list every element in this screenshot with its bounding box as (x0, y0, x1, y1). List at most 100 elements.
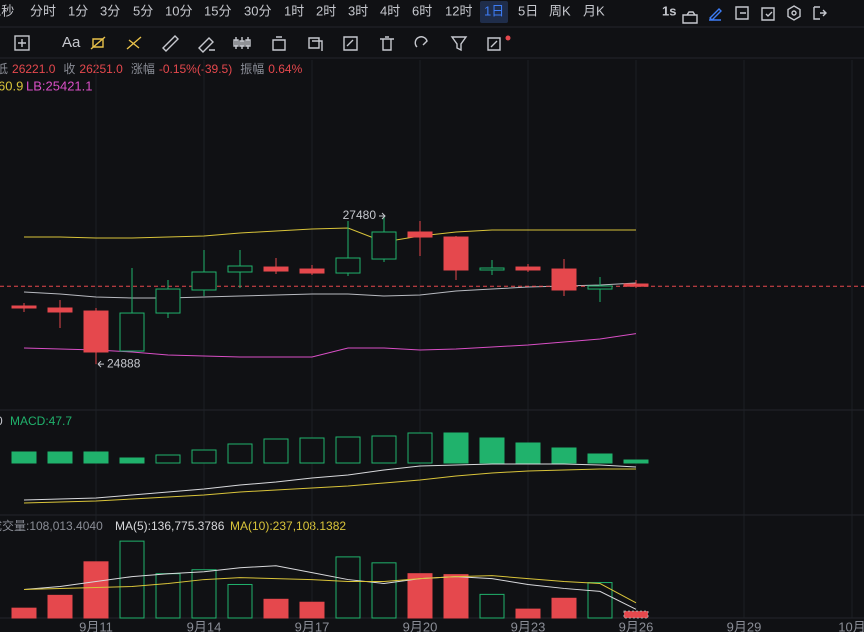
tool-ruler[interactable] (162, 35, 179, 52)
candle-body (191, 271, 217, 291)
timeframe-tab[interactable]: 1时 (284, 3, 304, 18)
info-label: 涨幅 (131, 61, 155, 76)
max-annotation: 27480 (343, 208, 377, 222)
info-label: 收 (63, 62, 75, 76)
tool-filter[interactable] (450, 36, 468, 52)
timeframe-tab[interactable]: 分时 (30, 3, 56, 18)
timeframe-tab[interactable]: 1分 (68, 3, 88, 18)
info-value: 26251.0 (79, 62, 123, 76)
tool-line[interactable] (90, 36, 106, 50)
timeframe-tab[interactable]: 6时 (412, 3, 432, 18)
volume-bar (227, 583, 253, 619)
macd-bar (299, 437, 325, 464)
screenshot[interactable] (682, 11, 698, 24)
candle-body (587, 285, 613, 290)
settings[interactable] (787, 5, 801, 21)
macd-bar (83, 451, 109, 464)
volume-bar (11, 607, 37, 619)
toolbar (14, 35, 511, 53)
timeframe-tab[interactable]: 2时 (316, 3, 336, 18)
tool-magnet[interactable] (414, 36, 428, 48)
timeframe-tab[interactable]: 12时 (445, 3, 472, 18)
tool-lock[interactable] (272, 36, 286, 51)
macd-bar (155, 454, 181, 464)
date-label: 9月29 (727, 619, 762, 632)
volume-bar (515, 608, 541, 619)
macd-bar (263, 438, 289, 464)
candle-body (11, 305, 37, 309)
timeframe-tab[interactable]: 30分 (244, 3, 271, 18)
timeframe-tab[interactable]: 1日 (484, 3, 504, 18)
boll-lower-label: LB:25421.1 (26, 78, 93, 93)
volume-bar (155, 573, 181, 619)
info-label: 低 (0, 62, 8, 76)
volume-bar (299, 601, 325, 619)
candle-body (227, 265, 253, 273)
candle-body (515, 266, 541, 271)
date-label: 9月11 (79, 619, 113, 632)
tool-ray[interactable] (126, 36, 142, 50)
macd-bar (119, 457, 145, 464)
volume-bar (263, 598, 289, 619)
timeframe-tab[interactable]: 3分 (100, 3, 120, 18)
tool-brush[interactable] (198, 37, 215, 53)
candle-body (83, 310, 109, 353)
tool-delete[interactable] (380, 36, 394, 51)
macd-bar (623, 459, 649, 464)
annotation-arrow (379, 212, 386, 220)
date-label: 9月26 (619, 619, 654, 632)
volume-bar (479, 593, 505, 619)
timeframe-tab[interactable]: 5分 (133, 3, 153, 18)
macd-label: MACD:47.7 (10, 414, 72, 428)
timeframe-tab[interactable]: 月K (583, 3, 605, 18)
date-label: 10月 (838, 619, 864, 632)
timeframe-tab[interactable]: 周K (549, 3, 571, 18)
info-value: -0.15%(-39.5) (159, 62, 232, 76)
add-indicator[interactable] (18, 39, 26, 47)
window[interactable] (735, 6, 749, 20)
macd-bar (479, 437, 505, 464)
tool-copy[interactable] (308, 37, 323, 51)
macd-bar (335, 436, 361, 464)
macd-bar (47, 451, 73, 464)
macd-bar (371, 435, 397, 464)
timeframe-tab[interactable]: 15分 (204, 3, 231, 18)
draw[interactable] (709, 8, 722, 21)
volume-bar (335, 556, 361, 619)
timeframe-tab[interactable]: 1秒 (0, 3, 14, 18)
timeframe-tab[interactable]: 10分 (165, 3, 192, 18)
top-right-icons (682, 5, 827, 24)
date-label: 9月20 (403, 619, 438, 632)
volume-label: 成交量:108,013.4040 (0, 518, 103, 533)
volume-bar (119, 540, 145, 619)
speed[interactable]: 1s (662, 3, 676, 18)
settings[interactable] (791, 10, 797, 16)
macd-bar (11, 451, 37, 464)
add-indicator[interactable] (14, 35, 30, 51)
tool-settings[interactable] (487, 37, 501, 51)
check[interactable] (761, 7, 775, 21)
timeframe-tab[interactable]: 4时 (380, 3, 400, 18)
volume-bar (83, 561, 109, 619)
info-value: 0.64% (268, 62, 302, 76)
font-button[interactable]: Aa (62, 34, 81, 51)
volume-ma10 (23, 575, 637, 604)
info-value: 26221.0 (12, 62, 56, 76)
candle-body (407, 231, 433, 238)
notification-dot (505, 35, 511, 41)
ma5-label: MA(5):136,775.3786 (115, 519, 225, 533)
timeframe-tab[interactable]: 5日 (518, 3, 538, 18)
candle-body (443, 236, 469, 271)
tool-edit[interactable] (343, 36, 358, 51)
date-label: 9月14 (187, 619, 222, 632)
tool-candles[interactable] (233, 37, 251, 49)
macd-bar (551, 447, 577, 464)
volume-ma5 (23, 565, 637, 610)
date-label: 9月17 (295, 619, 330, 632)
exit[interactable] (813, 6, 827, 20)
macd-bar (227, 443, 253, 464)
timeframe-tab[interactable]: 3时 (348, 3, 368, 18)
candle-body (299, 268, 325, 274)
candle-body (263, 266, 289, 272)
